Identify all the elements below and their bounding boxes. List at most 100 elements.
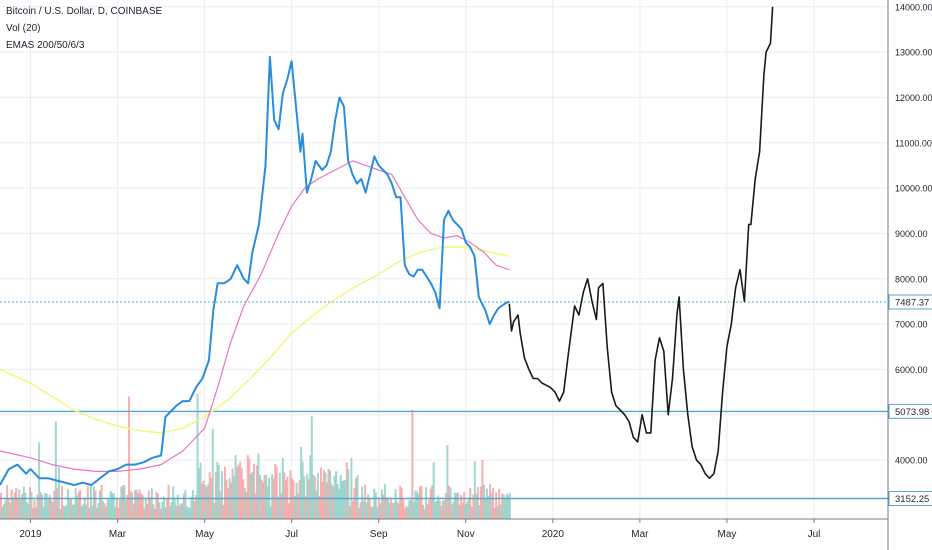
y-tick-label: 7000.00 xyxy=(895,320,928,330)
volume-bar xyxy=(333,475,336,519)
volume-bar xyxy=(399,486,402,519)
volume-bar xyxy=(77,491,80,519)
volume-bar xyxy=(472,494,475,519)
volume-bar xyxy=(367,494,370,519)
volume-bar xyxy=(184,489,187,519)
volume-bar xyxy=(237,464,240,519)
volume-bar xyxy=(54,421,57,519)
volume-bar xyxy=(97,502,100,519)
volume-bar xyxy=(361,486,364,519)
volume-bar xyxy=(185,506,188,519)
volume-bar xyxy=(443,499,446,519)
volume-bar xyxy=(376,507,379,519)
volume-bar xyxy=(246,455,249,519)
volume-bar xyxy=(71,504,74,519)
volume-bar xyxy=(105,506,108,519)
volume-bar xyxy=(405,506,408,519)
volume-bar xyxy=(458,504,461,519)
volume-bar xyxy=(412,501,415,519)
volume-bar xyxy=(156,493,159,519)
volume-bar xyxy=(418,486,421,519)
volume-bar xyxy=(63,506,66,519)
volume-bar xyxy=(466,501,469,519)
volume-bar xyxy=(121,485,124,519)
price-label-box xyxy=(888,294,932,310)
series-layer xyxy=(0,6,774,486)
volume-bar xyxy=(7,497,10,519)
x-tick-label: Nov xyxy=(457,529,475,540)
volume-bar xyxy=(115,498,118,519)
volume-bar xyxy=(306,474,309,519)
volume-bar xyxy=(327,468,330,519)
volume-bar xyxy=(150,488,153,519)
volume-bar xyxy=(131,492,134,519)
y-tick-label: 10000.00 xyxy=(895,184,932,194)
volume-bar xyxy=(1,506,4,519)
volume-bar xyxy=(341,480,344,519)
series-line-price xyxy=(0,55,510,486)
volume-bar xyxy=(501,493,504,519)
x-tick-label: May xyxy=(717,529,736,540)
volume-bar xyxy=(414,490,417,519)
volume-bar xyxy=(484,498,487,519)
volume-bar xyxy=(504,498,507,519)
y-tick-label: 13000.00 xyxy=(895,48,932,58)
volume-bar xyxy=(201,483,204,519)
price-label: 7487.37 xyxy=(895,298,929,309)
x-tick-label: Jul xyxy=(808,529,821,540)
x-tick-label: 2019 xyxy=(19,529,42,540)
series-line-projection xyxy=(508,6,774,479)
volume-bar xyxy=(271,474,274,519)
volume-bar xyxy=(502,494,505,519)
price-label-box xyxy=(888,403,932,419)
volume-bar xyxy=(281,457,284,519)
volume-bar xyxy=(324,472,327,519)
x-tick-label: Mar xyxy=(631,529,649,540)
volume-bar xyxy=(292,480,295,519)
volume-bar xyxy=(68,499,71,519)
volume-bar xyxy=(24,493,27,519)
volume-bar xyxy=(304,496,307,519)
volume-bar xyxy=(91,506,94,519)
volume-bar xyxy=(195,494,198,519)
volume-bar xyxy=(103,503,106,519)
volume-bar xyxy=(15,488,18,519)
volume-bar xyxy=(499,504,502,519)
volume-bar xyxy=(53,490,56,519)
volume-bar xyxy=(479,486,482,519)
volume-bar xyxy=(198,468,201,519)
volume-bar xyxy=(370,506,373,519)
volume-bar xyxy=(294,495,297,519)
volume-bar xyxy=(100,484,103,519)
volume-bar xyxy=(123,485,126,519)
volume-bar xyxy=(397,503,400,519)
volume-bar xyxy=(86,486,89,519)
volume-bar xyxy=(4,500,7,519)
volume-bar xyxy=(377,497,380,519)
volume-bar xyxy=(35,507,38,519)
volume-bar xyxy=(252,464,255,519)
volume-bar xyxy=(132,503,135,519)
volume-bar xyxy=(470,506,473,519)
volume-bar xyxy=(196,394,199,519)
volume-bar xyxy=(486,488,489,519)
volume-bar xyxy=(109,490,112,519)
volume-bar xyxy=(83,498,86,519)
volume-bar xyxy=(172,486,175,519)
volume-bar xyxy=(155,492,158,519)
volume-bar xyxy=(344,479,347,519)
volume-bar xyxy=(181,503,184,519)
volume-bar xyxy=(406,506,409,519)
volume-bar xyxy=(481,459,484,519)
volume-bar xyxy=(10,489,13,519)
volume-bar xyxy=(80,506,83,519)
volume-bar xyxy=(348,505,351,519)
volume-bar xyxy=(248,458,251,519)
volume-bar xyxy=(135,489,138,519)
volume-bar xyxy=(223,466,226,519)
volume-bar xyxy=(254,492,257,519)
volume-bar xyxy=(85,504,88,519)
volume-bar xyxy=(269,506,272,519)
